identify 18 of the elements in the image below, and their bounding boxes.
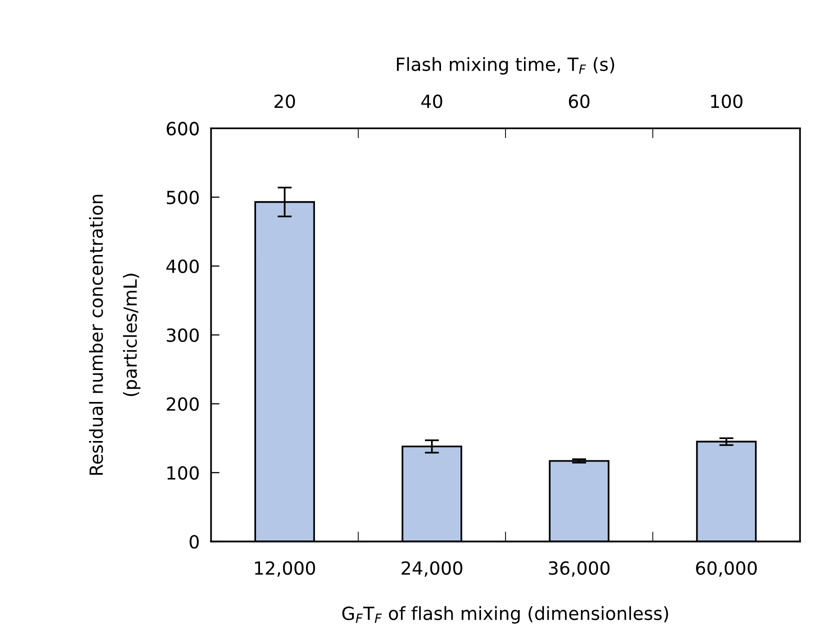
y-tick-label: 600 <box>166 122 199 136</box>
x2-axis-title: Flash mixing time, T$_{F}$ (s) <box>396 57 614 75</box>
y-tick-label: 100 <box>167 466 199 480</box>
x-tick-label: 12,000 <box>255 561 316 577</box>
y-tick-label: 300 <box>166 328 199 342</box>
y-tick-label: 200 <box>166 397 199 411</box>
y-axis-title: Residual number concentration (particles/mL) <box>89 194 140 475</box>
x-tick-label: 36,000 <box>548 561 610 577</box>
x-tick-label: 24,000 <box>402 561 462 577</box>
y-tick-label: 500 <box>166 190 199 204</box>
x-axis-title: G$_{F}$T$_{F}$ of flash mixing (dimensionless) <box>342 606 668 624</box>
text: 40 <box>421 94 442 108</box>
x-tick-label: 60,000 <box>696 561 757 577</box>
y-tick-label: 400 <box>166 260 199 274</box>
y-tick-label: 0 <box>190 534 199 549</box>
text: 20 <box>274 94 295 108</box>
text: 100 <box>711 94 742 108</box>
text: 60 <box>568 94 590 108</box>
